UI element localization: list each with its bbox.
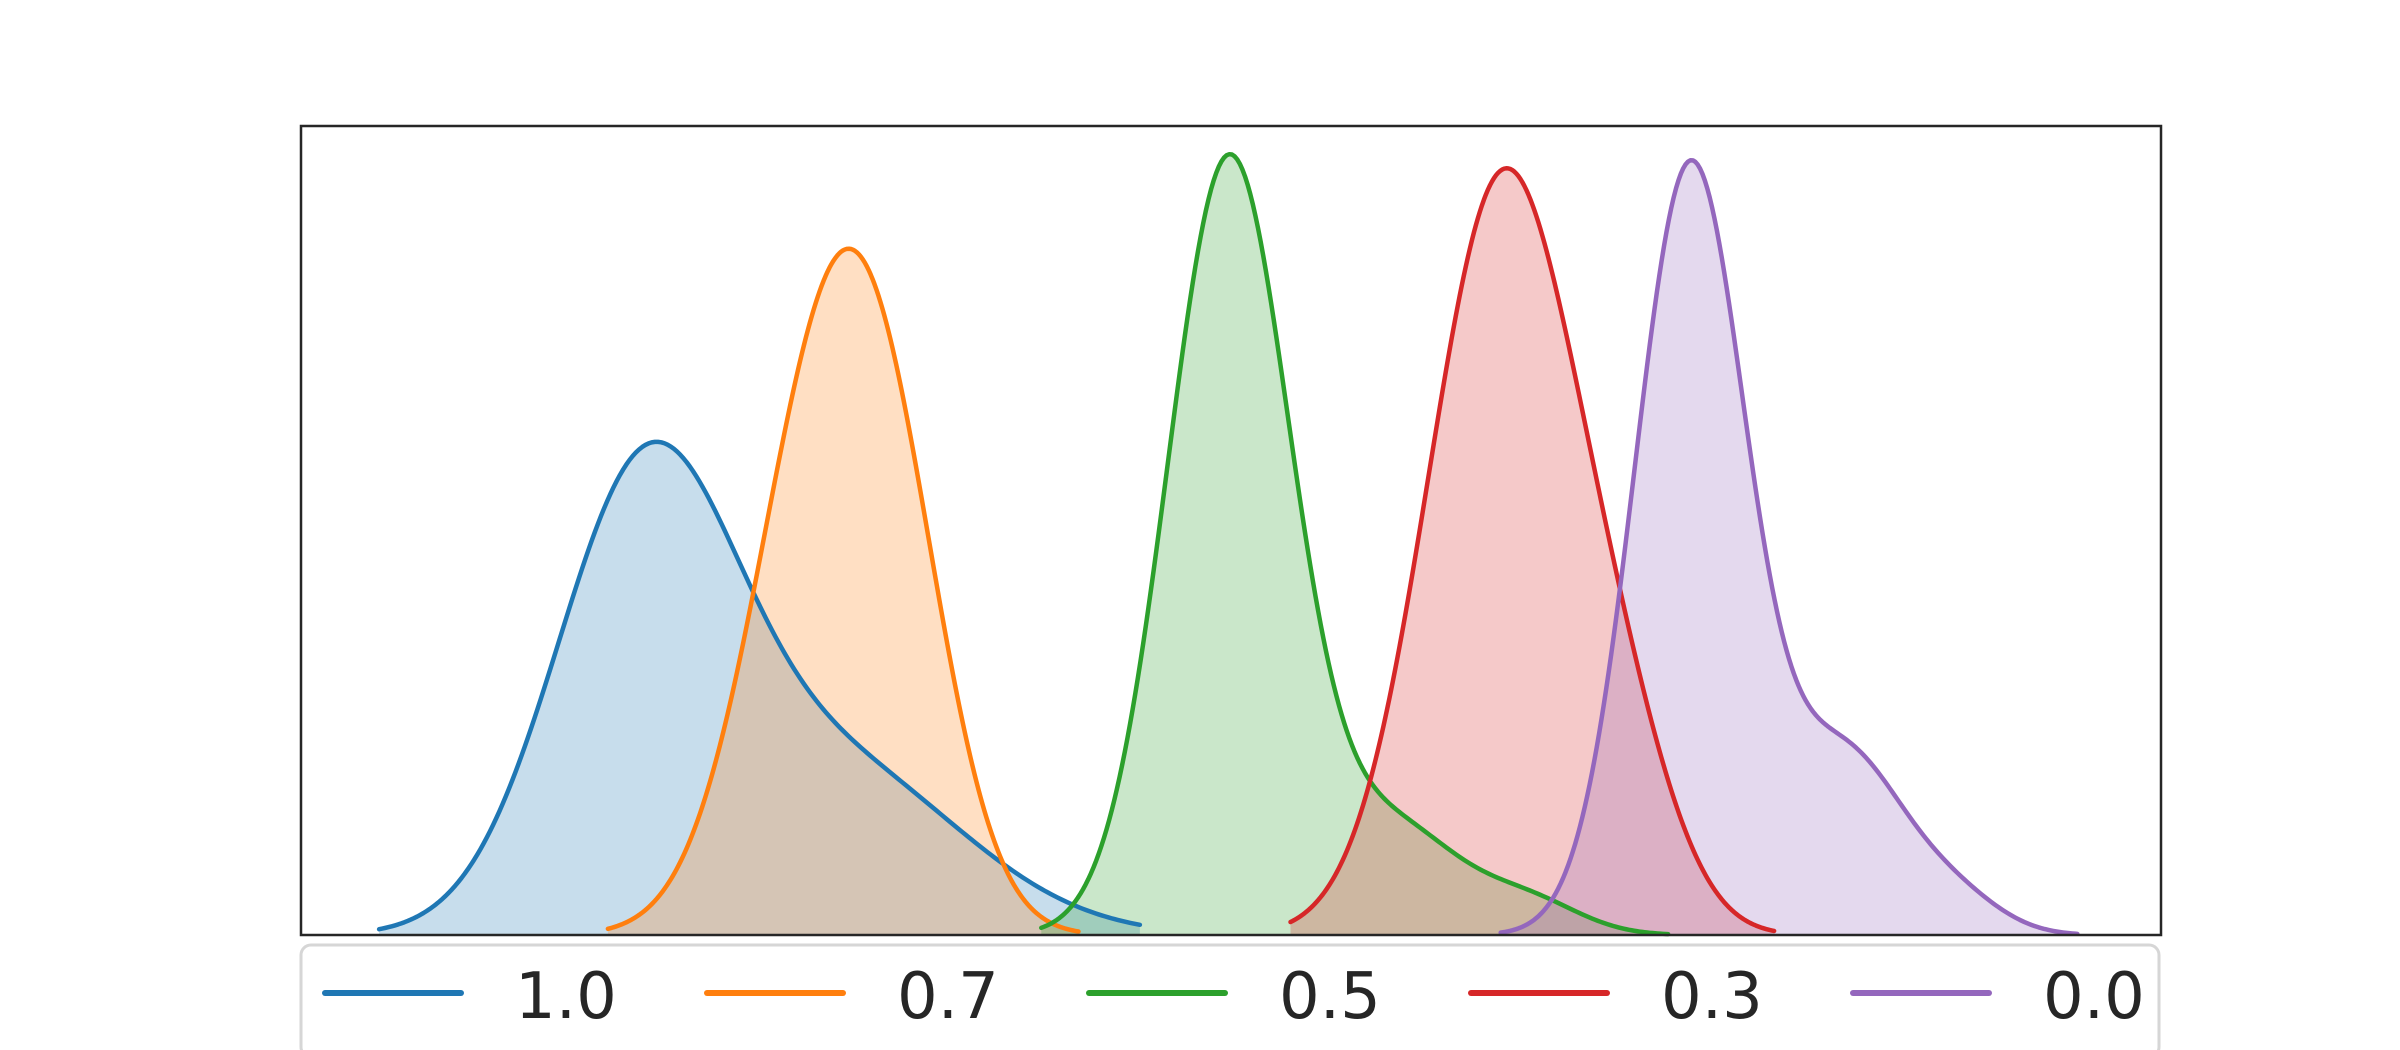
density-line-0-3	[1288, 166, 1777, 934]
legend: 1.0 0.7 0.5 0.3 0.0	[299, 943, 2161, 1050]
legend-entry-0-5: 0.5	[1086, 960, 1381, 1034]
legend-entry-1-0: 1.0	[322, 960, 617, 1034]
density-areas	[379, 154, 2078, 936]
density-line-1-0	[376, 439, 1143, 932]
legend-label-0-5: 0.5	[1279, 960, 1381, 1034]
density-line-0-7	[605, 246, 1081, 934]
legend-entry-0-0: 0.0	[1850, 960, 2145, 1034]
legend-label-1-0: 1.0	[515, 960, 617, 1034]
density-area-0-0	[1500, 160, 2078, 935]
legend-entry-0-7: 0.7	[704, 960, 999, 1034]
legend-label-0-0: 0.0	[2043, 960, 2145, 1034]
legend-label-0-7: 0.7	[897, 960, 999, 1034]
density-line-0-5	[1039, 151, 1671, 937]
density-area-0-3	[1290, 168, 1775, 935]
density-line-0-0	[1498, 158, 2080, 937]
density-area-0-7	[607, 248, 1079, 936]
density-area-1-0	[379, 441, 1140, 935]
legend-box	[299, 943, 2161, 1050]
plot-frame	[299, 124, 2163, 937]
density-lines	[376, 151, 2080, 937]
legend-label-0-3: 0.3	[1661, 960, 1763, 1034]
density-area-0-5	[1041, 154, 1669, 935]
legend-entry-0-3: 0.3	[1468, 960, 1763, 1034]
